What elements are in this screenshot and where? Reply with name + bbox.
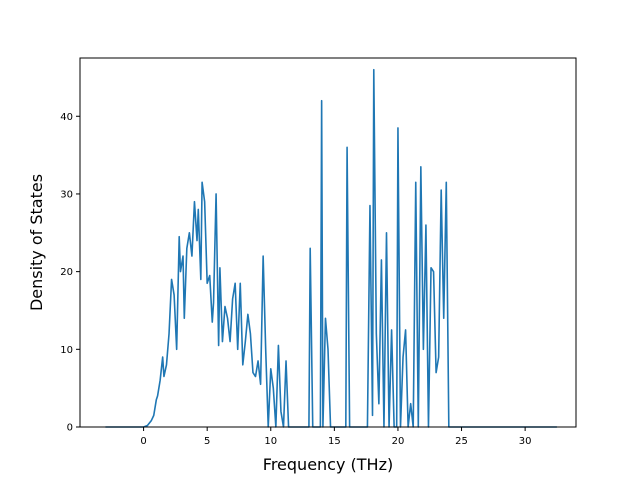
x-tick-label: 20 xyxy=(392,436,405,447)
series-line-0 xyxy=(105,68,557,428)
y-tick-label: 10 xyxy=(60,345,73,356)
plot-frame xyxy=(79,57,577,428)
x-tick-label: 15 xyxy=(328,436,341,447)
x-axis-ticks: 0 5 10 15 20 25 30 xyxy=(140,427,531,447)
y-tick-label: 0 xyxy=(67,423,73,434)
y-tick-label: 30 xyxy=(60,189,73,200)
y-tick-label: 40 xyxy=(60,112,73,123)
x-tick-label: 10 xyxy=(264,436,277,447)
y-tick-label: 20 xyxy=(60,267,73,278)
y-axis-label: Density of States xyxy=(27,174,46,311)
x-axis-label: Frequency (THz) xyxy=(263,455,393,474)
x-tick-label: 0 xyxy=(140,436,146,447)
x-tick-label: 25 xyxy=(455,436,468,447)
x-tick-label: 5 xyxy=(204,436,210,447)
series-layer xyxy=(105,68,557,428)
y-axis-ticks: 0 10 20 30 40 xyxy=(60,112,80,434)
x-tick-label: 30 xyxy=(519,436,532,447)
